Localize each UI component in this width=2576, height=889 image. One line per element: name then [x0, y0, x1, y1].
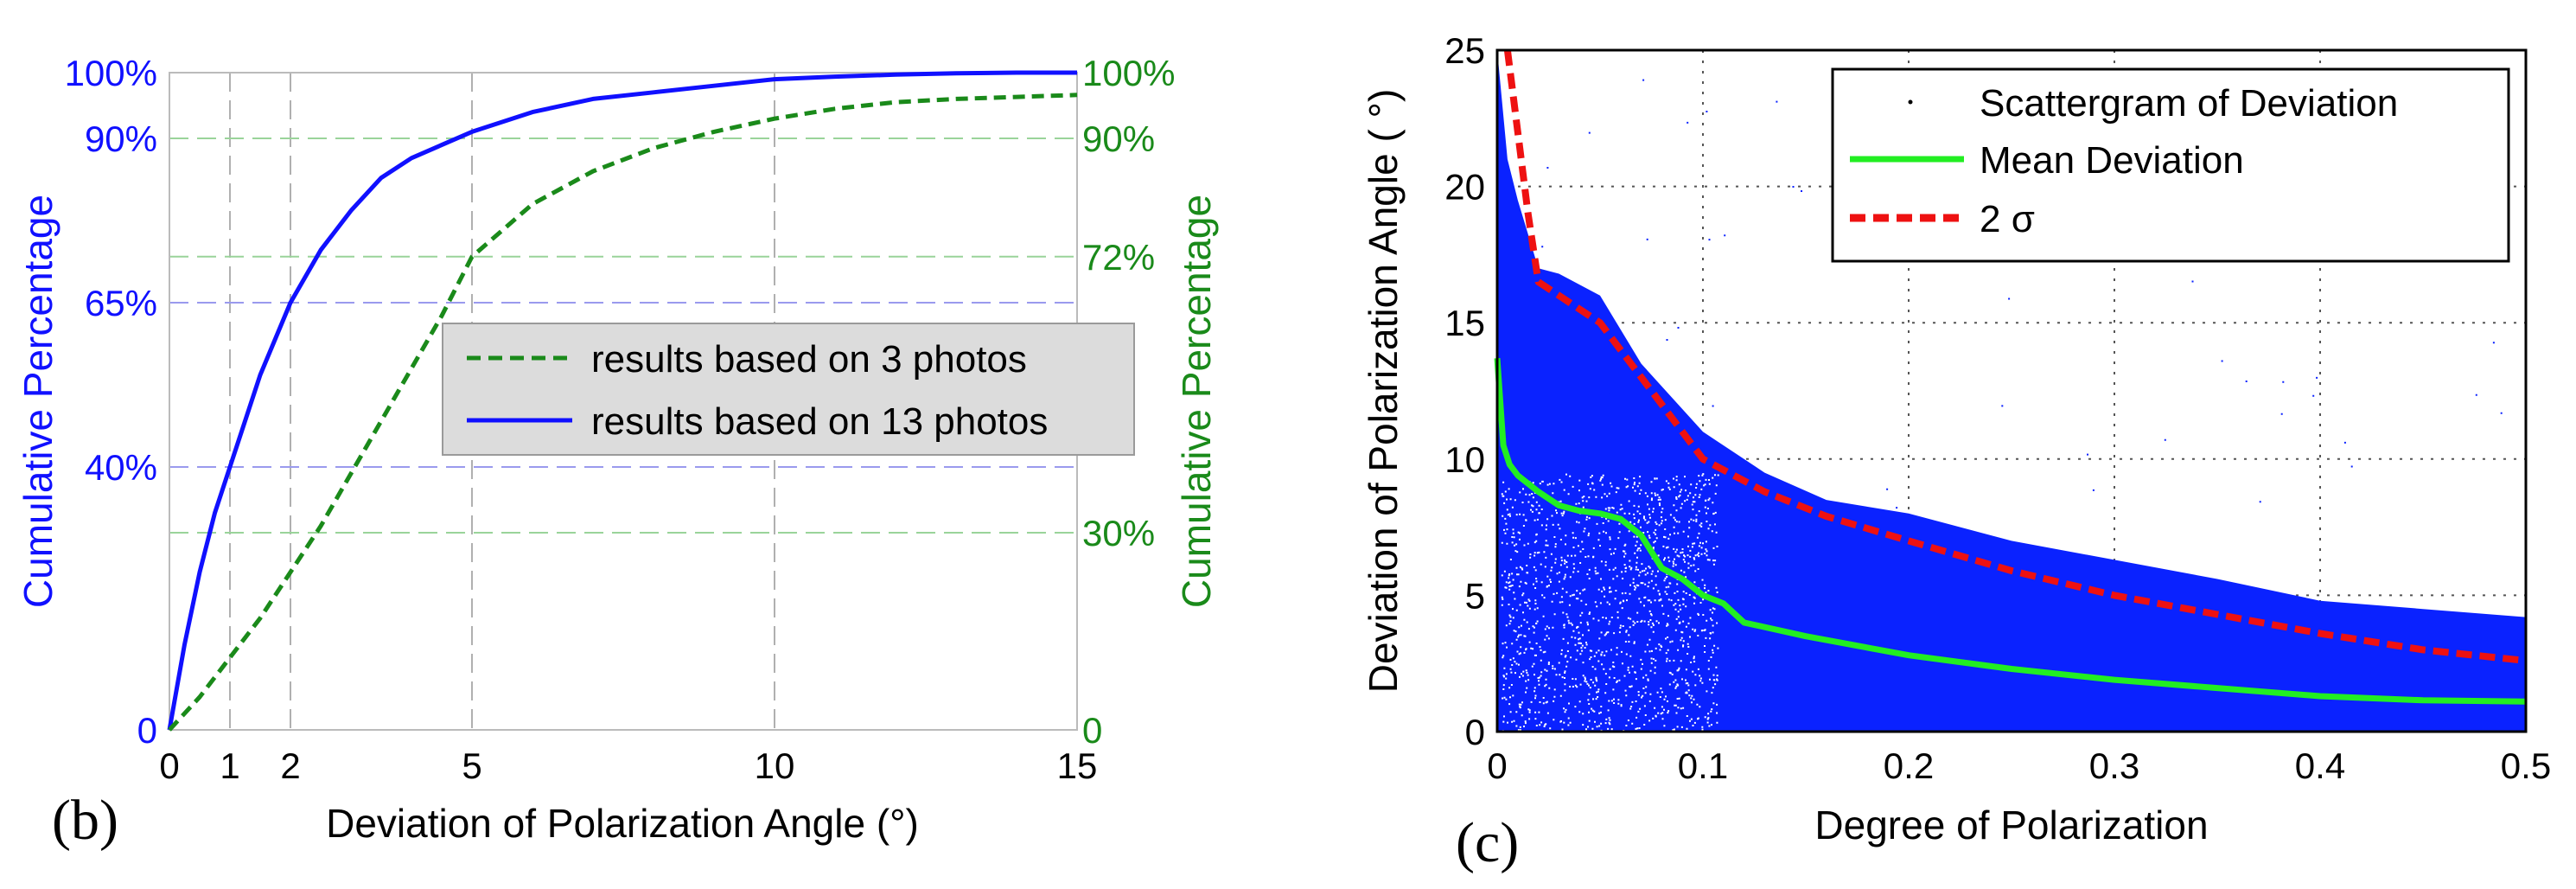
chart-b-ytick-right-90: 90% [1082, 118, 1155, 159]
chart-b-xlabel: Deviation of Polarization Angle (°) [326, 801, 919, 846]
chart-b-legend-label-3-photos: results based on 3 photos [591, 338, 1027, 381]
chart-c-series [1494, 49, 2527, 705]
chart-b-ytick-left-100: 100% [65, 53, 157, 93]
chart-c-ytick-0: 0 [1465, 712, 1485, 752]
chart-b-series-results-based-on-13-photos [167, 70, 1077, 731]
chart-c-xtick-0-2: 0.2 [1884, 745, 1934, 786]
chart-b-legend-box [442, 323, 1135, 456]
chart-c-legend-swatch-scatter [1908, 99, 1913, 105]
chart-b-ytick-right-0: 0 [1082, 710, 1102, 751]
chart-c-ytick-10: 10 [1444, 439, 1485, 480]
chart-b-xtick-15: 15 [1057, 745, 1098, 786]
chart-b-ytick-right-72: 72% [1082, 237, 1155, 278]
chart-b-legend-label-13-photos: results based on 13 photos [591, 400, 1048, 443]
chart-b-series [167, 70, 1078, 732]
chart-c-series-2 [1503, 49, 2527, 664]
chart-b-xtick-5: 5 [462, 745, 481, 786]
chart-b-xtick-1: 1 [220, 745, 239, 786]
chart-b-ytick-left-40: 40% [85, 447, 157, 488]
chart-c-xtick-0-5: 0.5 [2501, 745, 2551, 786]
chart-c-ytick-25: 25 [1444, 30, 1485, 71]
chart-b-ylabel-left: Cumulative Percentage [16, 195, 61, 608]
chart-b-ytick-left-0: 0 [137, 710, 157, 751]
chart-b-series-results-based-on-3-photos [168, 93, 1078, 732]
chart-b-xtick-0: 0 [159, 745, 179, 786]
chart-c-ytick-15: 15 [1444, 303, 1485, 343]
chart-c-legend-label-mean: Mean Deviation [1980, 139, 2244, 182]
chart-c-legend: Scattergram of Deviation Mean Deviation … [1831, 67, 2510, 263]
chart-c-scatter-region [1497, 50, 2526, 732]
chart-c-xlabel: Degree of Polarization [1814, 803, 2208, 847]
chart-b-xtick-2: 2 [280, 745, 300, 786]
chart-c-ytick-20: 20 [1444, 167, 1485, 208]
chart-b-ytick-right-100: 100% [1082, 53, 1175, 93]
chart-c-deviation-scatter: 0 0.1 0.2 0.3 0.4 0.5 0 5 10 15 20 25 Deviation of … [1361, 30, 2551, 874]
panel-c-label: (c) [1456, 811, 1519, 874]
chart-b-ytick-left-90: 90% [85, 118, 157, 159]
panel-b-label: (b) [52, 789, 118, 852]
chart-c-legend-label-scatter: Scattergram of Deviation [1980, 82, 2398, 125]
chart-c-ytick-5: 5 [1465, 575, 1485, 616]
chart-b-ytick-right-30: 30% [1082, 513, 1155, 553]
chart-c-xtick-0-3: 0.3 [2089, 745, 2139, 786]
chart-c-ticks: 0 0.1 0.2 0.3 0.4 0.5 0 5 10 15 20 25 [1444, 30, 2551, 786]
chart-b-ytick-left-65: 65% [85, 283, 157, 323]
chart-b-legend: results based on 3 photos results based … [442, 323, 1135, 456]
chart-c-series-mean-deviation [1494, 357, 2527, 705]
chart-c-ylabel: Deviation of Polarization Angle ( °) [1361, 89, 1406, 694]
chart-c-scatter-speckle [1501, 473, 1719, 733]
chart-c-plot-area [1495, 48, 2528, 733]
chart-c-xtick-0-4: 0.4 [2295, 745, 2345, 786]
chart-b-ylabel-right: Cumulative Percentage [1174, 195, 1219, 608]
chart-b-gridlines [169, 73, 1077, 730]
chart-c-xtick-0-1: 0.1 [1678, 745, 1728, 786]
chart-c-scatter-noise [1501, 79, 2503, 733]
chart-c-legend-label-2sigma: 2 σ [1980, 198, 2035, 240]
chart-c-legend-box [1831, 67, 2510, 263]
chart-c-xtick-0: 0 [1487, 745, 1507, 786]
chart-b-xtick-10: 10 [755, 745, 795, 786]
